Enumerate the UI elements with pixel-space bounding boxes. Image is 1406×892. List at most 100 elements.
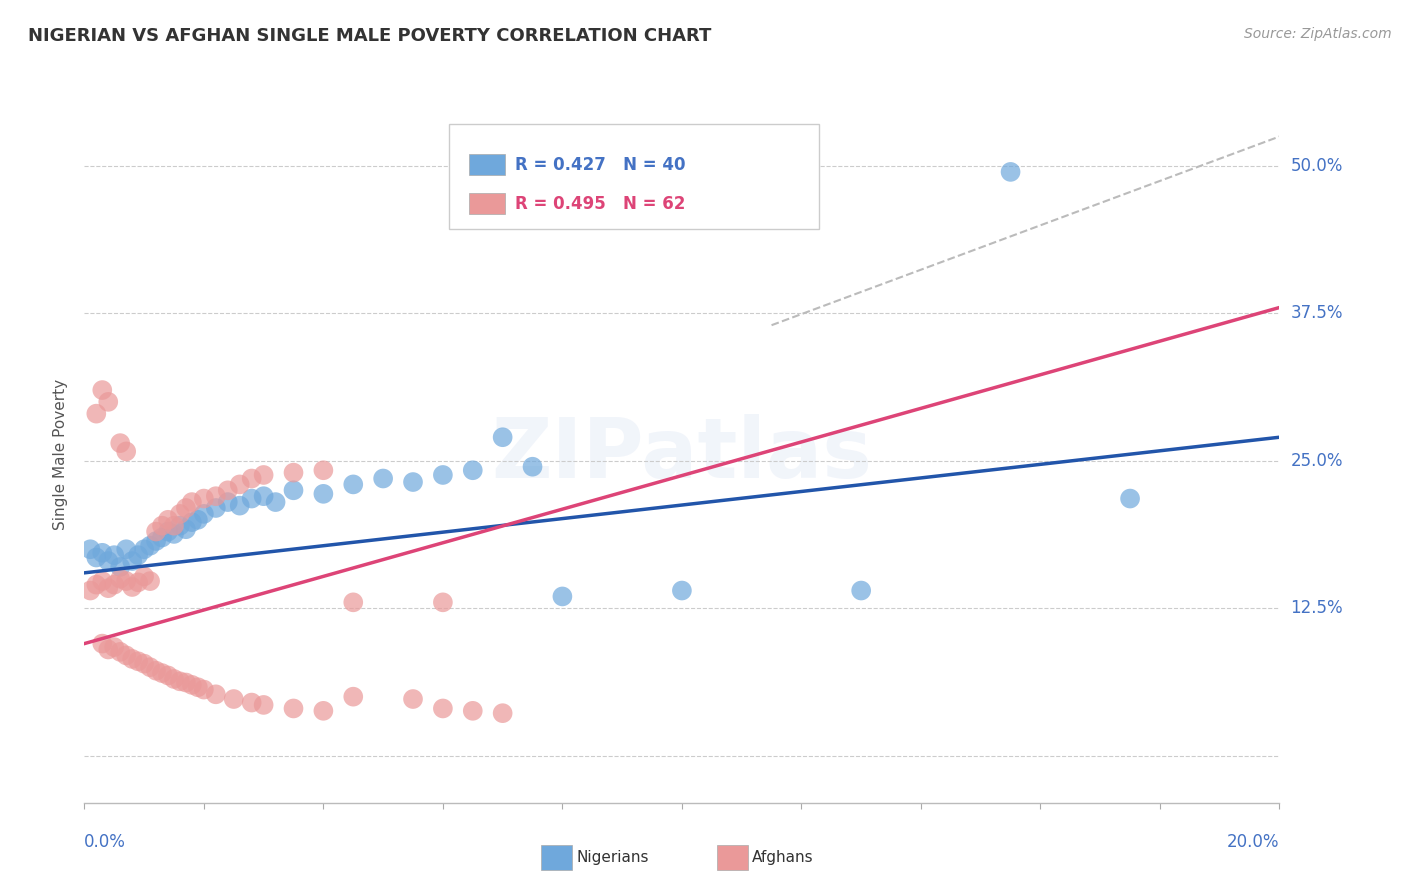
Point bbox=[205, 489, 228, 503]
Point bbox=[181, 515, 204, 529]
Point bbox=[97, 395, 120, 409]
Point bbox=[181, 495, 204, 509]
Y-axis label: Single Male Poverty: Single Male Poverty bbox=[53, 379, 69, 531]
Point bbox=[187, 680, 209, 694]
Point bbox=[91, 383, 114, 397]
Point bbox=[86, 577, 108, 591]
Text: Source: ZipAtlas.com: Source: ZipAtlas.com bbox=[1244, 27, 1392, 41]
Point bbox=[253, 698, 276, 712]
Point bbox=[283, 466, 305, 480]
Point bbox=[432, 467, 454, 482]
Point bbox=[110, 645, 132, 659]
Text: 12.5%: 12.5% bbox=[1291, 599, 1343, 617]
Text: R = 0.495   N = 62: R = 0.495 N = 62 bbox=[515, 194, 685, 213]
Point bbox=[671, 583, 693, 598]
Point bbox=[1000, 165, 1022, 179]
Point bbox=[115, 444, 138, 458]
Point bbox=[402, 475, 425, 489]
Point bbox=[253, 467, 276, 482]
Point bbox=[103, 548, 125, 562]
Point bbox=[97, 642, 120, 657]
Text: R = 0.427   N = 40: R = 0.427 N = 40 bbox=[515, 156, 685, 174]
Point bbox=[240, 491, 263, 506]
Point bbox=[432, 595, 454, 609]
Point bbox=[121, 652, 143, 666]
Point bbox=[127, 654, 149, 668]
Point bbox=[115, 648, 138, 663]
Point bbox=[228, 499, 252, 513]
Point bbox=[132, 657, 156, 671]
Point bbox=[169, 507, 191, 521]
Point bbox=[139, 539, 162, 553]
Point bbox=[174, 500, 197, 515]
Point bbox=[283, 483, 305, 498]
Point bbox=[312, 487, 335, 501]
Text: Afghans: Afghans bbox=[752, 850, 814, 864]
Point bbox=[103, 577, 125, 591]
Point bbox=[342, 477, 364, 491]
Point bbox=[240, 471, 263, 485]
Point bbox=[121, 554, 143, 568]
Point bbox=[132, 569, 156, 583]
Point bbox=[157, 513, 180, 527]
Point bbox=[145, 664, 167, 678]
Point bbox=[169, 518, 191, 533]
Point bbox=[492, 430, 515, 444]
Point bbox=[253, 489, 276, 503]
Point bbox=[522, 459, 544, 474]
Point bbox=[139, 574, 162, 588]
Point bbox=[373, 471, 395, 485]
Point bbox=[205, 500, 228, 515]
Point bbox=[127, 548, 149, 562]
Text: NIGERIAN VS AFGHAN SINGLE MALE POVERTY CORRELATION CHART: NIGERIAN VS AFGHAN SINGLE MALE POVERTY C… bbox=[28, 27, 711, 45]
Text: 0.0%: 0.0% bbox=[84, 833, 127, 851]
Point bbox=[312, 463, 335, 477]
Point bbox=[79, 542, 101, 557]
Point bbox=[97, 581, 120, 595]
Point bbox=[110, 436, 132, 450]
Point bbox=[115, 574, 138, 588]
Point bbox=[217, 483, 239, 498]
Point bbox=[193, 491, 215, 506]
Point bbox=[139, 660, 162, 674]
Point bbox=[110, 560, 132, 574]
Point bbox=[150, 666, 173, 681]
Point bbox=[402, 692, 425, 706]
Point bbox=[181, 678, 204, 692]
Point bbox=[217, 495, 239, 509]
Point bbox=[551, 590, 574, 604]
Point bbox=[163, 527, 186, 541]
Text: 25.0%: 25.0% bbox=[1291, 452, 1343, 470]
Point bbox=[193, 507, 215, 521]
Point bbox=[115, 542, 138, 557]
Point bbox=[312, 704, 335, 718]
Text: 20.0%: 20.0% bbox=[1227, 833, 1279, 851]
FancyBboxPatch shape bbox=[470, 194, 505, 214]
Point bbox=[432, 701, 454, 715]
Point bbox=[86, 550, 108, 565]
Text: 37.5%: 37.5% bbox=[1291, 304, 1343, 322]
Point bbox=[174, 522, 197, 536]
Point bbox=[228, 477, 252, 491]
Point bbox=[342, 595, 364, 609]
Point bbox=[97, 554, 120, 568]
Point bbox=[132, 542, 156, 557]
Point bbox=[222, 692, 245, 706]
Text: 50.0%: 50.0% bbox=[1291, 157, 1343, 175]
Point bbox=[145, 534, 167, 549]
Point bbox=[86, 407, 108, 421]
Point bbox=[91, 574, 114, 588]
Point bbox=[150, 531, 173, 545]
Point bbox=[174, 675, 197, 690]
Point bbox=[240, 696, 263, 710]
Point bbox=[205, 687, 228, 701]
Point bbox=[150, 518, 173, 533]
Point bbox=[169, 674, 191, 689]
Point bbox=[193, 682, 215, 697]
Point bbox=[91, 637, 114, 651]
Point bbox=[145, 524, 167, 539]
Point bbox=[1119, 491, 1142, 506]
Point bbox=[342, 690, 364, 704]
Point bbox=[851, 583, 873, 598]
Point bbox=[163, 518, 186, 533]
